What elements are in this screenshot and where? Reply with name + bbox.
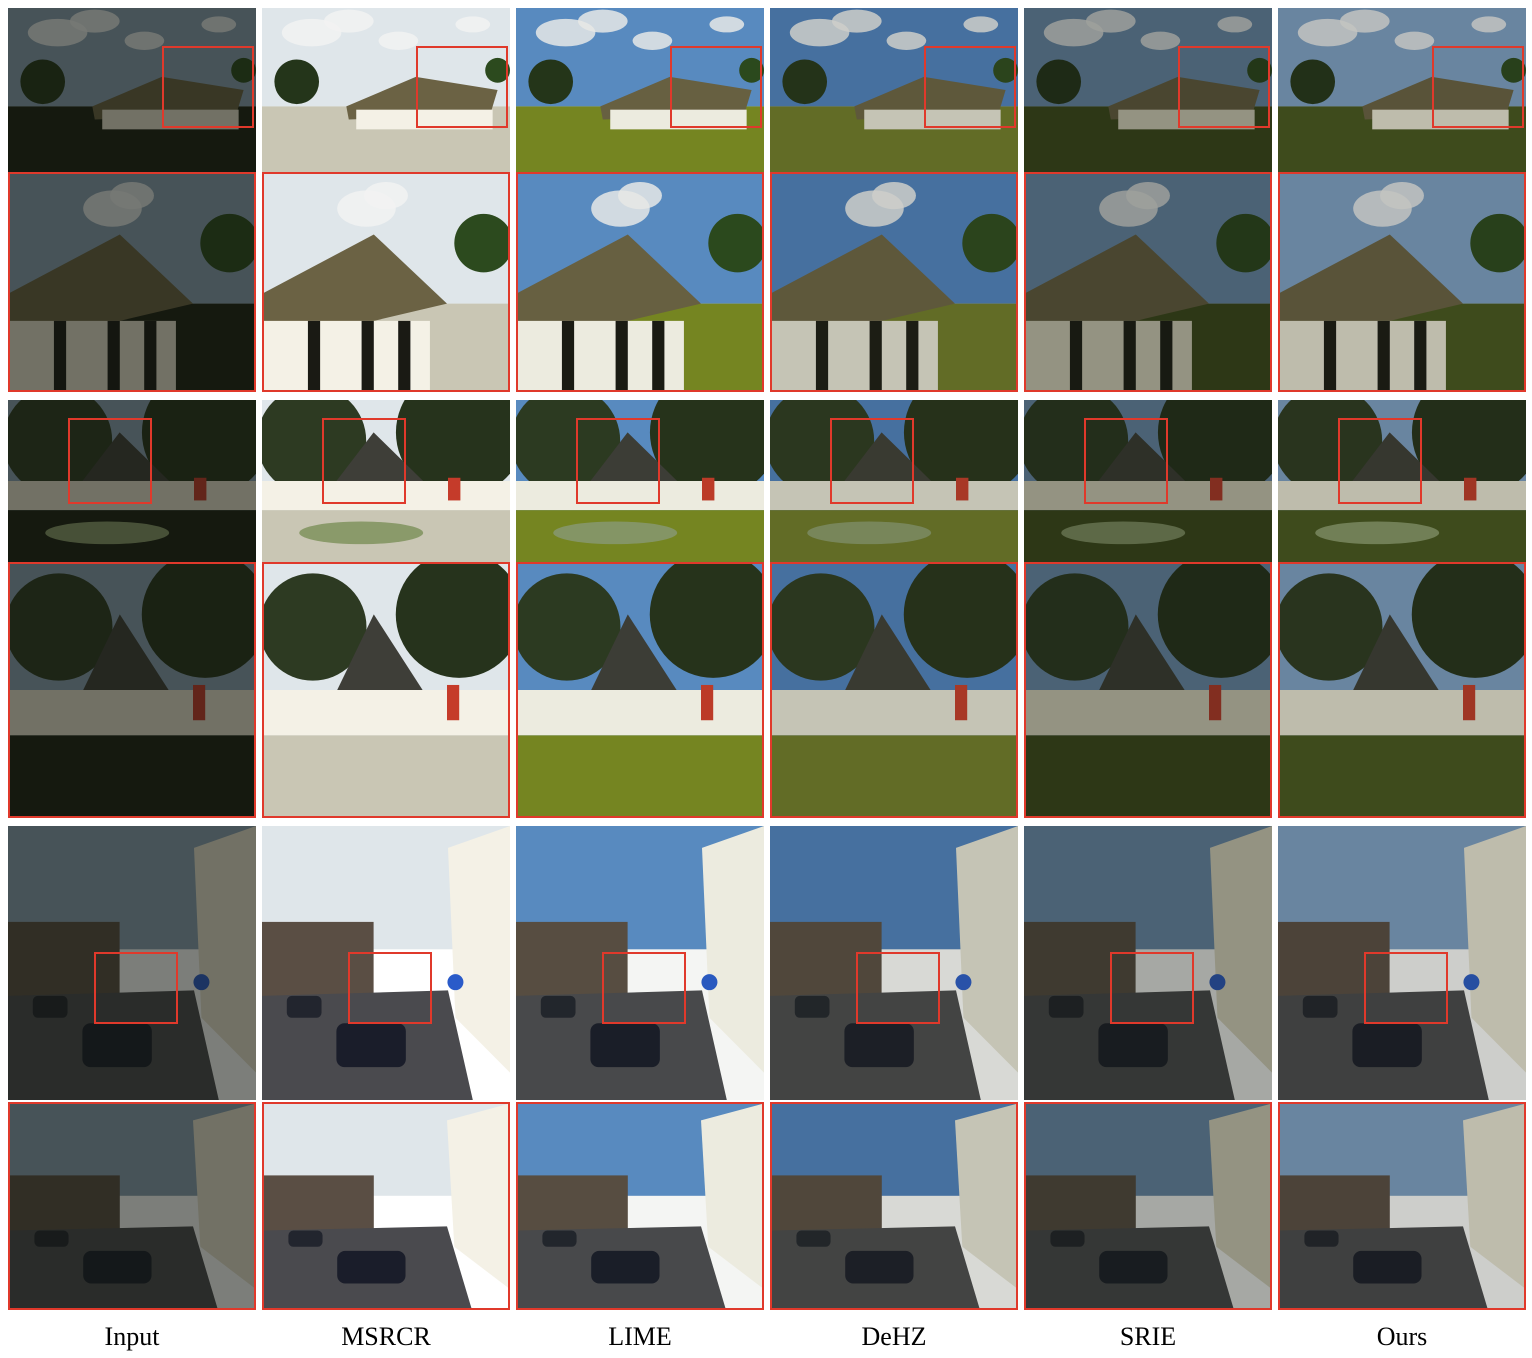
- result-image: [8, 826, 256, 1100]
- result-image: [8, 8, 256, 172]
- garden-scene: [1278, 400, 1526, 562]
- street-zoomed-crop: [264, 1104, 508, 1308]
- farm-zoomed-crop: [264, 174, 508, 390]
- result-image: [1278, 400, 1526, 562]
- zoomed-crop-panel: [770, 1102, 1018, 1310]
- result-image: [770, 8, 1018, 172]
- zoomed-crop-panel: [770, 172, 1018, 392]
- garden-scene: [262, 400, 510, 562]
- zoomed-crop-panel: [1024, 172, 1272, 392]
- result-image: [516, 8, 764, 172]
- street-scene: [8, 826, 256, 1100]
- zoomed-crop-panel: [262, 562, 510, 818]
- garden-scene: [1024, 400, 1272, 562]
- street-scene: [262, 826, 510, 1100]
- garden-scene: [516, 400, 764, 562]
- result-image: [1024, 826, 1272, 1100]
- zoomed-crop-panel: [262, 172, 510, 392]
- garden-zoomed-crop: [1026, 564, 1270, 816]
- result-image: [1278, 8, 1526, 172]
- garden-scene: [770, 400, 1018, 562]
- result-image: [262, 826, 510, 1100]
- method-label: DeHZ: [861, 1322, 927, 1351]
- region-of-interest-box: [924, 46, 1016, 128]
- result-image: [1024, 8, 1272, 172]
- zoomed-crop-panel: [516, 1102, 764, 1310]
- farm-scene: [262, 8, 510, 172]
- farm-zoomed-crop: [518, 174, 762, 390]
- region-of-interest-box: [1364, 952, 1448, 1024]
- farm-scene: [516, 8, 764, 172]
- region-of-interest-box: [322, 418, 406, 504]
- result-image: [8, 400, 256, 562]
- street-zoomed-crop: [518, 1104, 762, 1308]
- farm-zoomed-crop: [10, 174, 254, 390]
- street-zoomed-crop: [10, 1104, 254, 1308]
- method-label: LIME: [608, 1322, 672, 1351]
- farm-zoomed-crop: [1026, 174, 1270, 390]
- region-of-interest-box: [68, 418, 152, 504]
- zoomed-crop-panel: [1024, 1102, 1272, 1310]
- street-zoomed-crop: [1026, 1104, 1270, 1308]
- zoomed-crop-panel: [1278, 1102, 1526, 1310]
- street-zoomed-crop: [772, 1104, 1016, 1308]
- zoomed-crop-panel: [1278, 562, 1526, 818]
- region-of-interest-box: [348, 952, 432, 1024]
- zoomed-crop-panel: [8, 562, 256, 818]
- result-image: [516, 400, 764, 562]
- method-label: Input: [104, 1322, 160, 1351]
- region-of-interest-box: [576, 418, 660, 504]
- zoomed-crop-panel: [262, 1102, 510, 1310]
- result-image: [1024, 400, 1272, 562]
- result-image: [262, 8, 510, 172]
- street-scene: [770, 826, 1018, 1100]
- garden-zoomed-crop: [264, 564, 508, 816]
- farm-zoomed-crop: [1280, 174, 1524, 390]
- zoomed-crop-panel: [8, 1102, 256, 1310]
- street-scene: [1024, 826, 1272, 1100]
- farm-scene: [1278, 8, 1526, 172]
- result-image: [770, 400, 1018, 562]
- region-of-interest-box: [856, 952, 940, 1024]
- result-image: [262, 400, 510, 562]
- region-of-interest-box: [1338, 418, 1422, 504]
- method-label: MSRCR: [341, 1322, 431, 1351]
- farm-scene: [8, 8, 256, 172]
- region-of-interest-box: [1178, 46, 1270, 128]
- garden-zoomed-crop: [10, 564, 254, 816]
- region-of-interest-box: [670, 46, 762, 128]
- region-of-interest-box: [830, 418, 914, 504]
- result-image: [1278, 826, 1526, 1100]
- street-scene: [516, 826, 764, 1100]
- region-of-interest-box: [1110, 952, 1194, 1024]
- region-of-interest-box: [602, 952, 686, 1024]
- garden-zoomed-crop: [518, 564, 762, 816]
- farm-scene: [770, 8, 1018, 172]
- region-of-interest-box: [1084, 418, 1168, 504]
- street-scene: [1278, 826, 1526, 1100]
- garden-zoomed-crop: [772, 564, 1016, 816]
- zoomed-crop-panel: [1024, 562, 1272, 818]
- method-label: Ours: [1376, 1322, 1428, 1351]
- zoomed-crop-panel: [1278, 172, 1526, 392]
- zoomed-crop-panel: [770, 562, 1018, 818]
- region-of-interest-box: [162, 46, 254, 128]
- farm-scene: [1024, 8, 1272, 172]
- region-of-interest-box: [94, 952, 178, 1024]
- street-zoomed-crop: [1280, 1104, 1524, 1308]
- result-image: [770, 826, 1018, 1100]
- zoomed-crop-panel: [516, 172, 764, 392]
- garden-scene: [8, 400, 256, 562]
- method-label: SRIE: [1119, 1322, 1177, 1351]
- zoomed-crop-panel: [516, 562, 764, 818]
- region-of-interest-box: [1432, 46, 1524, 128]
- region-of-interest-box: [416, 46, 508, 128]
- farm-zoomed-crop: [772, 174, 1016, 390]
- garden-zoomed-crop: [1280, 564, 1524, 816]
- result-image: [516, 826, 764, 1100]
- zoomed-crop-panel: [8, 172, 256, 392]
